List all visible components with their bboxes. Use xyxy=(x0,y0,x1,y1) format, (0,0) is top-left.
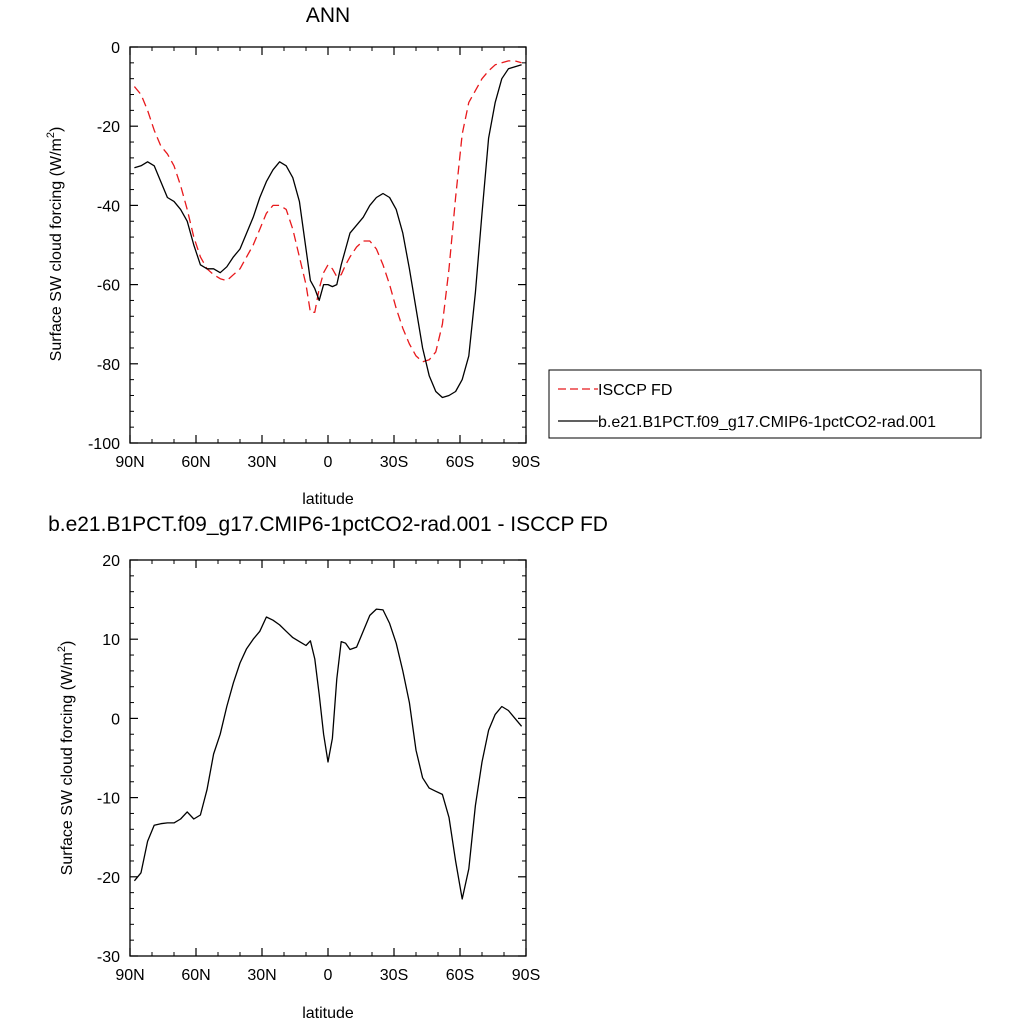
bottom-series-line-0 xyxy=(133,608,523,900)
top-chart-title: ANN xyxy=(306,4,350,27)
top-y-tick-label: -80 xyxy=(97,357,120,374)
bottom-y-tick-label: 0 xyxy=(111,711,120,728)
bottom-y-tick-label: 20 xyxy=(102,553,120,570)
top-y-tick-label: 0 xyxy=(111,40,120,57)
bottom-x-tick-label: 60N xyxy=(181,967,210,984)
bottom-panel: b.e21.B1PCT.f09_g17.CMIP6-1pctCO2-rad.00… xyxy=(48,513,608,1022)
bottom-y-tick-label: -30 xyxy=(97,949,120,966)
top-y-tick-label: -40 xyxy=(97,198,120,215)
top-x-axis-label-text: latitude xyxy=(302,491,354,508)
bottom-y-tick-label: 10 xyxy=(102,632,120,649)
bottom-x-tick-label: 0 xyxy=(324,967,333,984)
top-x-tick-label: 60S xyxy=(446,454,474,471)
bottom-chart-title: b.e21.B1PCT.f09_g17.CMIP6-1pctCO2-rad.00… xyxy=(48,513,608,536)
top-y-tick-label: -100 xyxy=(88,436,120,453)
bottom-y-tick-label: -20 xyxy=(97,870,120,887)
top-x-axis-label: latitude xyxy=(302,491,354,508)
top-x-tick-label: 0 xyxy=(324,454,333,471)
top-x-tick-label: 30N xyxy=(247,454,276,471)
bottom-x-axis-label: latitude xyxy=(302,1005,354,1022)
bottom-x-tick-label: 30N xyxy=(247,967,276,984)
top-plot-frame xyxy=(129,46,527,444)
legend-box xyxy=(548,369,982,439)
bottom-x-tick-label: 90N xyxy=(115,967,144,984)
top-y-axis-label: Surface SW cloud forcing (W/m2) xyxy=(45,127,65,362)
top-x-tick-label: 90N xyxy=(115,454,144,471)
bottom-plot-area: 90N 60N 30N 0 30S 60S 90S 20 10 0 -10 -20 -30 xyxy=(97,553,540,984)
bottom-y-axis-label: Surface SW cloud forcing (W/m2) xyxy=(56,641,76,876)
bottom-y-tick-label: -10 xyxy=(97,791,120,808)
top-x-tick-label: 60N xyxy=(181,454,210,471)
top-legend: ISCCP FD b.e21.B1PCT.f09_g17.CMIP6-1pctC… xyxy=(548,369,982,439)
top-y-tick-label: -20 xyxy=(97,119,120,136)
top-y-tick-label: -60 xyxy=(97,278,120,295)
bottom-x-tick-label: 90S xyxy=(512,967,540,984)
top-x-tick-label: 30S xyxy=(380,454,408,471)
legend-label-model: b.e21.B1PCT.f09_g17.CMIP6-1pctCO2-rad.00… xyxy=(598,414,936,431)
bottom-x-tick-label: 30S xyxy=(380,967,408,984)
top-series-line-1 xyxy=(134,64,522,399)
bottom-x-tick-label: 60S xyxy=(446,967,474,984)
top-plot-area: 90N 60N 30N 0 30S 60S 90S 0 -20 -40 -60 -80 -100 xyxy=(88,40,540,471)
top-x-tick-label: 90S xyxy=(512,454,540,471)
top-panel: ANN latitude Surface SW cloud forcing (W… xyxy=(45,4,982,508)
top-series-line-0 xyxy=(133,60,522,363)
legend-label-isccp: ISCCP FD xyxy=(598,382,672,399)
